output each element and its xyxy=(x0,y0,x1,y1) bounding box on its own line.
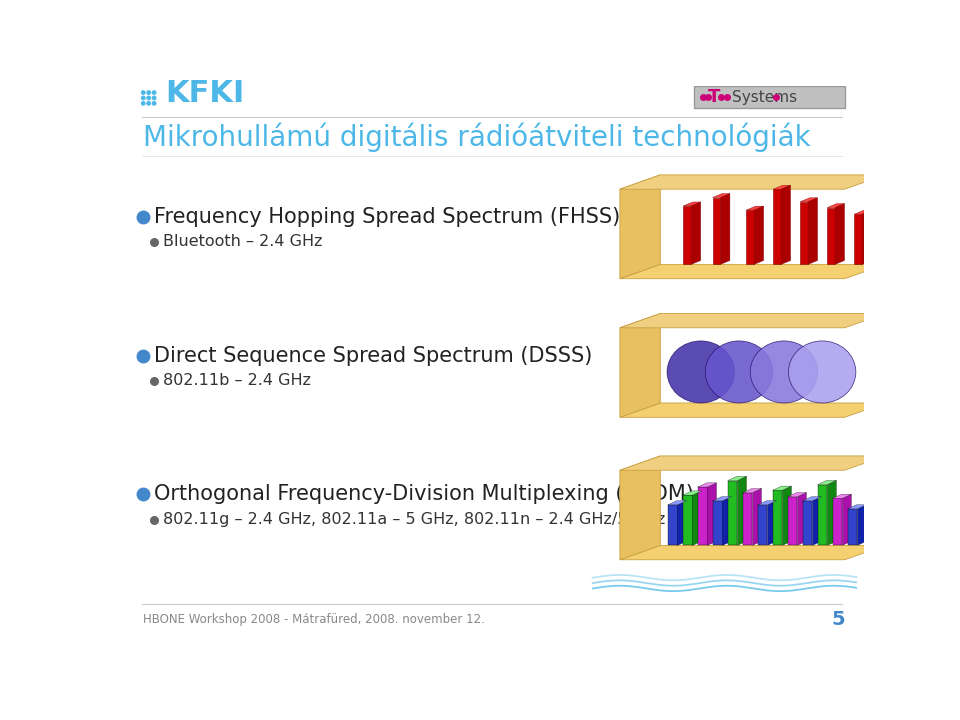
FancyBboxPatch shape xyxy=(693,86,845,108)
Polygon shape xyxy=(620,175,660,279)
Polygon shape xyxy=(737,477,747,546)
Polygon shape xyxy=(698,483,716,487)
Polygon shape xyxy=(620,313,885,328)
Text: Orthogonal Frequency-Division Multiplexing (OFDM): Orthogonal Frequency-Division Multiplexi… xyxy=(155,485,694,505)
FancyBboxPatch shape xyxy=(788,497,798,546)
Text: T: T xyxy=(708,88,721,106)
FancyBboxPatch shape xyxy=(818,485,828,546)
FancyBboxPatch shape xyxy=(854,215,862,264)
Polygon shape xyxy=(808,198,818,264)
Polygon shape xyxy=(755,206,763,264)
Ellipse shape xyxy=(750,341,818,403)
Polygon shape xyxy=(692,491,702,546)
Polygon shape xyxy=(757,500,777,505)
Polygon shape xyxy=(857,505,866,546)
FancyBboxPatch shape xyxy=(801,202,808,264)
FancyBboxPatch shape xyxy=(828,207,835,264)
FancyBboxPatch shape xyxy=(684,206,691,264)
FancyBboxPatch shape xyxy=(728,480,737,546)
Polygon shape xyxy=(620,264,885,279)
Polygon shape xyxy=(835,204,845,264)
Polygon shape xyxy=(684,202,701,206)
FancyBboxPatch shape xyxy=(683,495,692,546)
FancyBboxPatch shape xyxy=(832,498,842,546)
FancyBboxPatch shape xyxy=(757,505,767,546)
Text: Direct Sequence Spread Spectrum (DSSS): Direct Sequence Spread Spectrum (DSSS) xyxy=(155,346,592,366)
Polygon shape xyxy=(620,456,660,559)
FancyBboxPatch shape xyxy=(773,189,781,264)
Polygon shape xyxy=(862,210,872,264)
FancyBboxPatch shape xyxy=(668,505,678,546)
Circle shape xyxy=(153,91,156,94)
Polygon shape xyxy=(723,497,732,546)
Polygon shape xyxy=(773,486,791,490)
Polygon shape xyxy=(712,194,730,197)
FancyBboxPatch shape xyxy=(120,86,864,641)
Polygon shape xyxy=(620,546,885,559)
Polygon shape xyxy=(828,204,845,207)
Polygon shape xyxy=(712,497,732,501)
Circle shape xyxy=(147,91,151,94)
Polygon shape xyxy=(753,488,761,546)
Circle shape xyxy=(147,102,151,105)
Polygon shape xyxy=(668,500,686,505)
Polygon shape xyxy=(828,480,836,546)
Text: Systems: Systems xyxy=(732,90,798,104)
Circle shape xyxy=(147,96,151,99)
Polygon shape xyxy=(818,480,836,485)
Polygon shape xyxy=(720,194,730,264)
Circle shape xyxy=(141,102,145,105)
Text: KFKI: KFKI xyxy=(165,78,245,108)
FancyBboxPatch shape xyxy=(712,501,723,546)
Text: 802.11g – 2.4 GHz, 802.11a – 5 GHz, 802.11n – 2.4 GHz/5 GHz: 802.11g – 2.4 GHz, 802.11a – 5 GHz, 802.… xyxy=(163,513,666,528)
Polygon shape xyxy=(801,198,818,202)
FancyBboxPatch shape xyxy=(698,487,708,546)
FancyBboxPatch shape xyxy=(803,501,812,546)
Polygon shape xyxy=(683,491,702,495)
Polygon shape xyxy=(620,313,660,418)
Polygon shape xyxy=(803,497,822,501)
Ellipse shape xyxy=(667,341,734,403)
FancyBboxPatch shape xyxy=(743,492,753,546)
Polygon shape xyxy=(832,494,852,498)
Text: Frequency Hopping Spread Spectrum (FHSS): Frequency Hopping Spread Spectrum (FHSS) xyxy=(155,207,620,228)
Polygon shape xyxy=(842,494,852,546)
Text: HBONE Workshop 2008 - Mátrafüred, 2008. november 12.: HBONE Workshop 2008 - Mátrafüred, 2008. … xyxy=(143,613,485,626)
Polygon shape xyxy=(788,492,806,497)
Polygon shape xyxy=(620,175,885,189)
Text: Bluetooth – 2.4 GHz: Bluetooth – 2.4 GHz xyxy=(163,235,323,249)
FancyBboxPatch shape xyxy=(712,197,720,264)
Ellipse shape xyxy=(788,341,856,403)
Polygon shape xyxy=(691,202,701,264)
Polygon shape xyxy=(746,206,763,210)
FancyBboxPatch shape xyxy=(773,490,782,546)
FancyBboxPatch shape xyxy=(848,509,857,546)
Polygon shape xyxy=(798,492,806,546)
Polygon shape xyxy=(708,483,716,546)
Polygon shape xyxy=(743,488,761,492)
Polygon shape xyxy=(854,210,872,215)
Ellipse shape xyxy=(706,341,773,403)
Polygon shape xyxy=(620,403,885,418)
FancyBboxPatch shape xyxy=(746,210,755,264)
Polygon shape xyxy=(620,456,885,470)
Text: 5: 5 xyxy=(831,610,845,629)
Text: Mikrohullámú digitális rádióátviteli technológiák: Mikrohullámú digitális rádióátviteli tec… xyxy=(143,122,811,152)
Circle shape xyxy=(153,96,156,99)
Polygon shape xyxy=(678,500,686,546)
Text: 802.11b – 2.4 GHz: 802.11b – 2.4 GHz xyxy=(163,373,311,388)
Circle shape xyxy=(141,91,145,94)
Circle shape xyxy=(153,102,156,105)
Polygon shape xyxy=(773,185,791,189)
Polygon shape xyxy=(848,505,866,509)
Circle shape xyxy=(141,96,145,99)
Polygon shape xyxy=(767,500,777,546)
Polygon shape xyxy=(782,486,791,546)
Polygon shape xyxy=(728,477,747,480)
Polygon shape xyxy=(781,185,791,264)
Polygon shape xyxy=(812,497,822,546)
